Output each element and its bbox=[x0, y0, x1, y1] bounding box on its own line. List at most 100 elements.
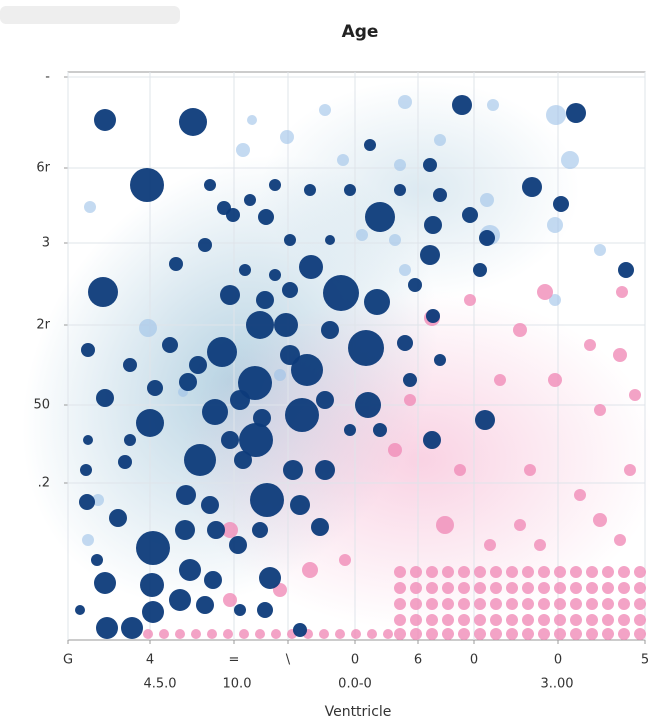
bubble bbox=[220, 285, 240, 305]
bubble bbox=[420, 245, 440, 265]
bubble bbox=[490, 614, 502, 626]
bubble bbox=[410, 566, 422, 578]
bubble bbox=[130, 168, 164, 202]
bubble bbox=[538, 628, 550, 640]
x-tick-label: 4 bbox=[146, 653, 154, 668]
bubble bbox=[487, 99, 499, 111]
bubble bbox=[570, 582, 582, 594]
bubble bbox=[337, 154, 349, 166]
bubble bbox=[162, 337, 178, 353]
bubble bbox=[339, 554, 351, 566]
bubble bbox=[196, 596, 214, 614]
bubble bbox=[618, 582, 630, 594]
bubble bbox=[506, 614, 518, 626]
bubble bbox=[594, 244, 606, 256]
bubble bbox=[522, 628, 534, 640]
bubble bbox=[302, 562, 318, 578]
bubble bbox=[602, 582, 614, 594]
bubble bbox=[586, 628, 598, 640]
bubble bbox=[426, 582, 438, 594]
bubble bbox=[634, 566, 646, 578]
bubble bbox=[464, 294, 476, 306]
bubble bbox=[348, 330, 384, 366]
bubble bbox=[244, 194, 256, 206]
bubble bbox=[475, 410, 495, 430]
x-tick-sublabel: 3..00 bbox=[540, 677, 573, 692]
x-tick-sublabel: 4.5.0 bbox=[143, 677, 176, 692]
y-tick-label: 3 bbox=[42, 236, 50, 251]
bubble bbox=[344, 424, 356, 436]
bubble bbox=[253, 409, 271, 427]
bubble bbox=[566, 103, 586, 123]
bubble bbox=[546, 105, 566, 125]
bubble bbox=[458, 566, 470, 578]
bubble bbox=[586, 582, 598, 594]
bubble bbox=[325, 235, 335, 245]
bubble bbox=[271, 629, 281, 639]
bubble bbox=[524, 464, 536, 476]
bubble bbox=[388, 443, 402, 457]
bubble bbox=[394, 582, 406, 594]
bubble bbox=[344, 184, 356, 196]
bubble bbox=[602, 566, 614, 578]
bubble bbox=[223, 593, 237, 607]
bubble bbox=[204, 571, 222, 589]
bubble bbox=[269, 179, 281, 191]
x-tick-label: 0 bbox=[351, 653, 359, 668]
bubble bbox=[175, 629, 185, 639]
bubble bbox=[258, 209, 274, 225]
bubble bbox=[201, 496, 219, 514]
bubble bbox=[81, 343, 95, 357]
bubble bbox=[274, 369, 286, 381]
bubble bbox=[283, 460, 303, 480]
bubble bbox=[442, 566, 454, 578]
bubble bbox=[554, 614, 566, 626]
bubble bbox=[207, 629, 217, 639]
bubble bbox=[538, 598, 550, 610]
bubble bbox=[522, 614, 534, 626]
bubble bbox=[75, 605, 85, 615]
bubble bbox=[311, 518, 329, 536]
bubble bbox=[442, 614, 454, 626]
bubble bbox=[335, 629, 345, 639]
x-tick-label: 6 bbox=[414, 653, 422, 668]
bubble bbox=[522, 566, 534, 578]
bubble bbox=[410, 614, 422, 626]
x-tick-label: 5 bbox=[641, 653, 649, 668]
bubble bbox=[586, 614, 598, 626]
bubble bbox=[179, 108, 207, 136]
bubble bbox=[602, 628, 614, 640]
bubble bbox=[397, 335, 413, 351]
bubble bbox=[404, 394, 416, 406]
bubble bbox=[602, 614, 614, 626]
y-tick-label: - bbox=[45, 70, 50, 85]
bubble bbox=[143, 629, 153, 639]
bubble bbox=[230, 390, 250, 410]
bubble bbox=[365, 202, 395, 232]
bubble bbox=[547, 217, 563, 233]
bubble bbox=[634, 614, 646, 626]
bubble bbox=[136, 409, 164, 437]
bubble bbox=[410, 582, 422, 594]
bubble bbox=[452, 95, 472, 115]
bubble bbox=[284, 234, 296, 246]
bubble bbox=[442, 598, 454, 610]
bubble bbox=[490, 598, 502, 610]
bubble bbox=[436, 516, 454, 534]
bubble bbox=[618, 598, 630, 610]
bubble bbox=[255, 629, 265, 639]
bubble bbox=[223, 629, 233, 639]
bubble bbox=[118, 455, 132, 469]
bubble bbox=[613, 348, 627, 362]
bubble bbox=[398, 95, 412, 109]
bubble bbox=[373, 423, 387, 437]
bubble bbox=[506, 628, 518, 640]
bubble bbox=[490, 582, 502, 594]
bubble bbox=[91, 554, 103, 566]
x-tick-label: 0 bbox=[554, 653, 562, 668]
bubble bbox=[474, 628, 486, 640]
bubble bbox=[458, 598, 470, 610]
bubble bbox=[184, 444, 216, 476]
bubble bbox=[290, 495, 310, 515]
bubble bbox=[403, 373, 417, 387]
